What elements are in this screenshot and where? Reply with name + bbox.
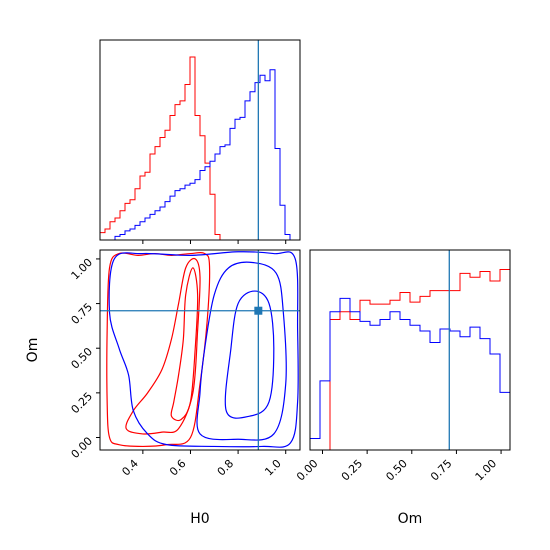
- om-hist-xtick-label-0: 0.00: [294, 457, 321, 484]
- joint-truth-marker: [254, 306, 263, 315]
- om-hist-xtick-label-2: 0.50: [383, 457, 410, 484]
- om-hist-series-red: [310, 269, 510, 450]
- om-hist-series-blue: [310, 297, 510, 450]
- om-hist-frame: [309, 249, 511, 451]
- joint-xtick-label-0: 0.4: [119, 457, 141, 479]
- h0-hist-plot-area: [100, 40, 300, 240]
- joint-plot-area: [100, 250, 300, 450]
- x-axis-label-h0: H0: [190, 511, 209, 527]
- y-axis-label-om: Om: [25, 338, 41, 363]
- om-hist-xtick-label-4: 1.00: [473, 457, 500, 484]
- joint-ytick-label-3: 0.75: [69, 301, 96, 328]
- joint-ytick-label-1: 0.25: [69, 390, 96, 417]
- joint-ytick-label-0: 0.00: [69, 434, 96, 461]
- h0-hist-frame: [99, 39, 301, 241]
- contour-red-core: [170, 267, 199, 422]
- contour-blue-core: [224, 290, 275, 419]
- joint-ytick-label-4: 1.00: [69, 256, 96, 283]
- h0-om-contour-panel: 0.4 0.6 0.8 1.0 0.00 0.25 0.50 0.75 1.00: [69, 249, 301, 479]
- joint-xtick-label-3: 1.0: [262, 457, 284, 479]
- h0-hist-series-blue: [100, 69, 300, 240]
- contour-red-inner: [125, 257, 201, 435]
- joint-xtick-label-2: 0.8: [215, 457, 237, 479]
- joint-frame: [99, 249, 301, 451]
- om-hist-plot-area: [310, 250, 510, 450]
- om-hist-xtick-label-3: 0.75: [428, 457, 455, 484]
- contour-blue-outer: [108, 251, 299, 448]
- om-histogram-panel: 0.00 0.25 0.50 0.75 1.00: [294, 249, 511, 484]
- contour-red-outer: [106, 251, 211, 448]
- h0-histogram-panel: [99, 39, 301, 244]
- x-axis-label-om: Om: [398, 511, 423, 527]
- joint-xtick-label-1: 0.6: [167, 457, 189, 479]
- h0-hist-series-red: [100, 56, 300, 240]
- joint-ytick-label-2: 0.50: [69, 345, 96, 372]
- om-hist-xtick-label-1: 0.25: [339, 457, 366, 484]
- contour-blue-inner: [196, 261, 287, 441]
